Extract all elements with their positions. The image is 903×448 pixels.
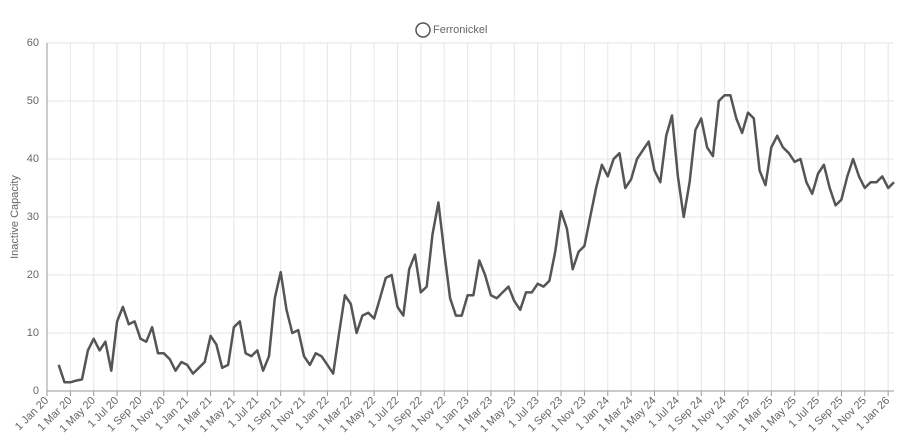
y-tick-label: 50 (27, 95, 39, 107)
y-axis-title: Inactive Capacity (9, 175, 21, 259)
y-tick-label: 0 (33, 385, 39, 397)
y-tick-label: 60 (27, 37, 39, 49)
y-tick-label: 20 (27, 269, 39, 281)
legend-swatch (415, 22, 431, 38)
series-line (57, 93, 895, 384)
y-tick-label: 10 (27, 327, 39, 339)
legend-label: Ferronickel (433, 24, 487, 36)
y-tick-label: 40 (27, 153, 39, 165)
y-tick-label: 30 (27, 211, 39, 223)
